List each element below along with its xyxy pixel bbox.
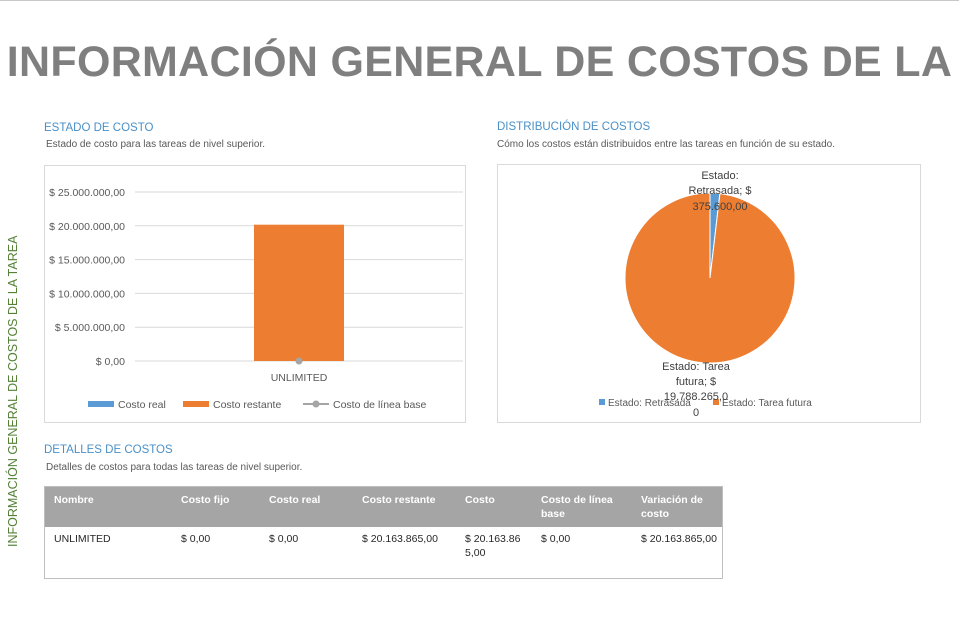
cost-details-table: Nombre Costo fijo Costo real Costo resta… <box>44 486 723 579</box>
bar-y-tick-label: $ 10.000.000,00 <box>49 288 125 300</box>
header-costo: Costo <box>465 494 495 506</box>
distribucion-costos-subtitle: Cómo los costos están distribuidos entre… <box>497 139 835 150</box>
vertical-report-title: INFORMACIÓN GENERAL DE COSTOS DE LA TARE… <box>6 235 20 547</box>
bar-y-axis: $ 0,00 $ 5.000.000,00 $ 10.000.000,00 $ 15.… <box>49 187 125 368</box>
top-divider <box>0 0 959 1</box>
distribucion-costos-title: DISTRIBUCIÓN DE COSTOS <box>497 121 651 133</box>
pie-chart-frame[interactable]: Estado: Retrasada Estado: Tarea futura Es… <box>497 164 921 423</box>
pie-chart: Estado: Retrasada Estado: Tarea futura Es… <box>599 170 812 419</box>
bar-y-tick-label: $ 5.000.000,00 <box>55 322 125 334</box>
bar-x-tick-label: UNLIMITED <box>271 372 328 384</box>
cell-costo-fijo: $ 0,00 <box>181 533 211 545</box>
legend-swatch <box>599 399 605 405</box>
bar-y-tick-label: $ 0,00 <box>96 356 125 368</box>
bar-legend: Costo real Costo restante Costo de línea b… <box>88 399 427 411</box>
pie-legend: Estado: Retrasada Estado: Tarea futura <box>599 398 812 409</box>
header-costo-restante: Costo restante <box>362 494 436 506</box>
legend-label: Estado: Tarea futura <box>722 398 812 409</box>
cell-costo-real: $ 0,00 <box>269 533 299 545</box>
estado-costo-title: ESTADO DE COSTO <box>44 122 154 134</box>
bar-chart-frame[interactable]: $ 0,00 $ 5.000.000,00 $ 10.000.000,00 $ 15.… <box>44 165 466 423</box>
line-point-costo-linea-base[interactable] <box>295 357 303 365</box>
legend-marker <box>312 400 320 408</box>
pie-data-label-retrasada: Estado: Retrasada; $375.600,00 <box>689 170 752 213</box>
header-costo-fijo: Costo fijo <box>181 494 230 506</box>
legend-label: Estado: Retrasada <box>608 398 691 409</box>
cell-nombre: UNLIMITED <box>54 533 111 545</box>
cell-costo-restante: $ 20.163.865,00 <box>362 533 438 545</box>
table-header-row <box>45 487 722 527</box>
header-costo-linea-base: Costo de línea base <box>541 494 613 520</box>
bar-y-tick-label: $ 25.000.000,00 <box>49 187 125 199</box>
legend-swatch <box>88 401 114 407</box>
bar-x-axis: UNLIMITED <box>271 372 328 384</box>
legend-swatch <box>713 399 719 405</box>
cell-costo-linea-base: $ 0,00 <box>541 533 571 545</box>
detalles-costos-title: DETALLES DE COSTOS <box>44 444 173 456</box>
bar-y-tick-label: $ 15.000.000,00 <box>49 255 125 267</box>
bar-chart: $ 0,00 $ 5.000.000,00 $ 10.000.000,00 $ 15.… <box>49 187 463 411</box>
cell-costo: $ 20.163.865,00 <box>465 533 521 559</box>
legend-label: Costo de línea base <box>333 399 427 411</box>
bar-y-tick-label: $ 20.000.000,00 <box>49 221 125 233</box>
header-costo-real: Costo real <box>269 494 321 506</box>
estado-costo-subtitle: Estado de costo para las tareas de nivel… <box>46 139 266 150</box>
pie-slice[interactable] <box>624 192 796 364</box>
bar-costo-restante[interactable] <box>254 224 344 361</box>
legend-label: Costo restante <box>213 399 281 411</box>
detalles-costos-subtitle: Detalles de costos para todas las tareas… <box>46 462 303 473</box>
header-variacion-costo: Variación de costo <box>641 494 703 520</box>
bar-marks <box>254 224 344 365</box>
legend-label: Costo real <box>118 399 166 411</box>
pie-data-labels: Estado: Retrasada; $375.600,00 Estado: Tar… <box>662 170 751 419</box>
cell-variacion-costo: $ 20.163.865,00 <box>641 533 717 545</box>
pie-slices <box>624 192 796 364</box>
legend-swatch <box>183 401 209 407</box>
pie-data-label-tarea-futura: Estado: Tarea futura; $19.788.265,0 0 <box>662 361 731 419</box>
header-nombre: Nombre <box>54 494 94 506</box>
page-title: INFORMACIÓN GENERAL DE COSTOS DE LA <box>6 38 953 86</box>
